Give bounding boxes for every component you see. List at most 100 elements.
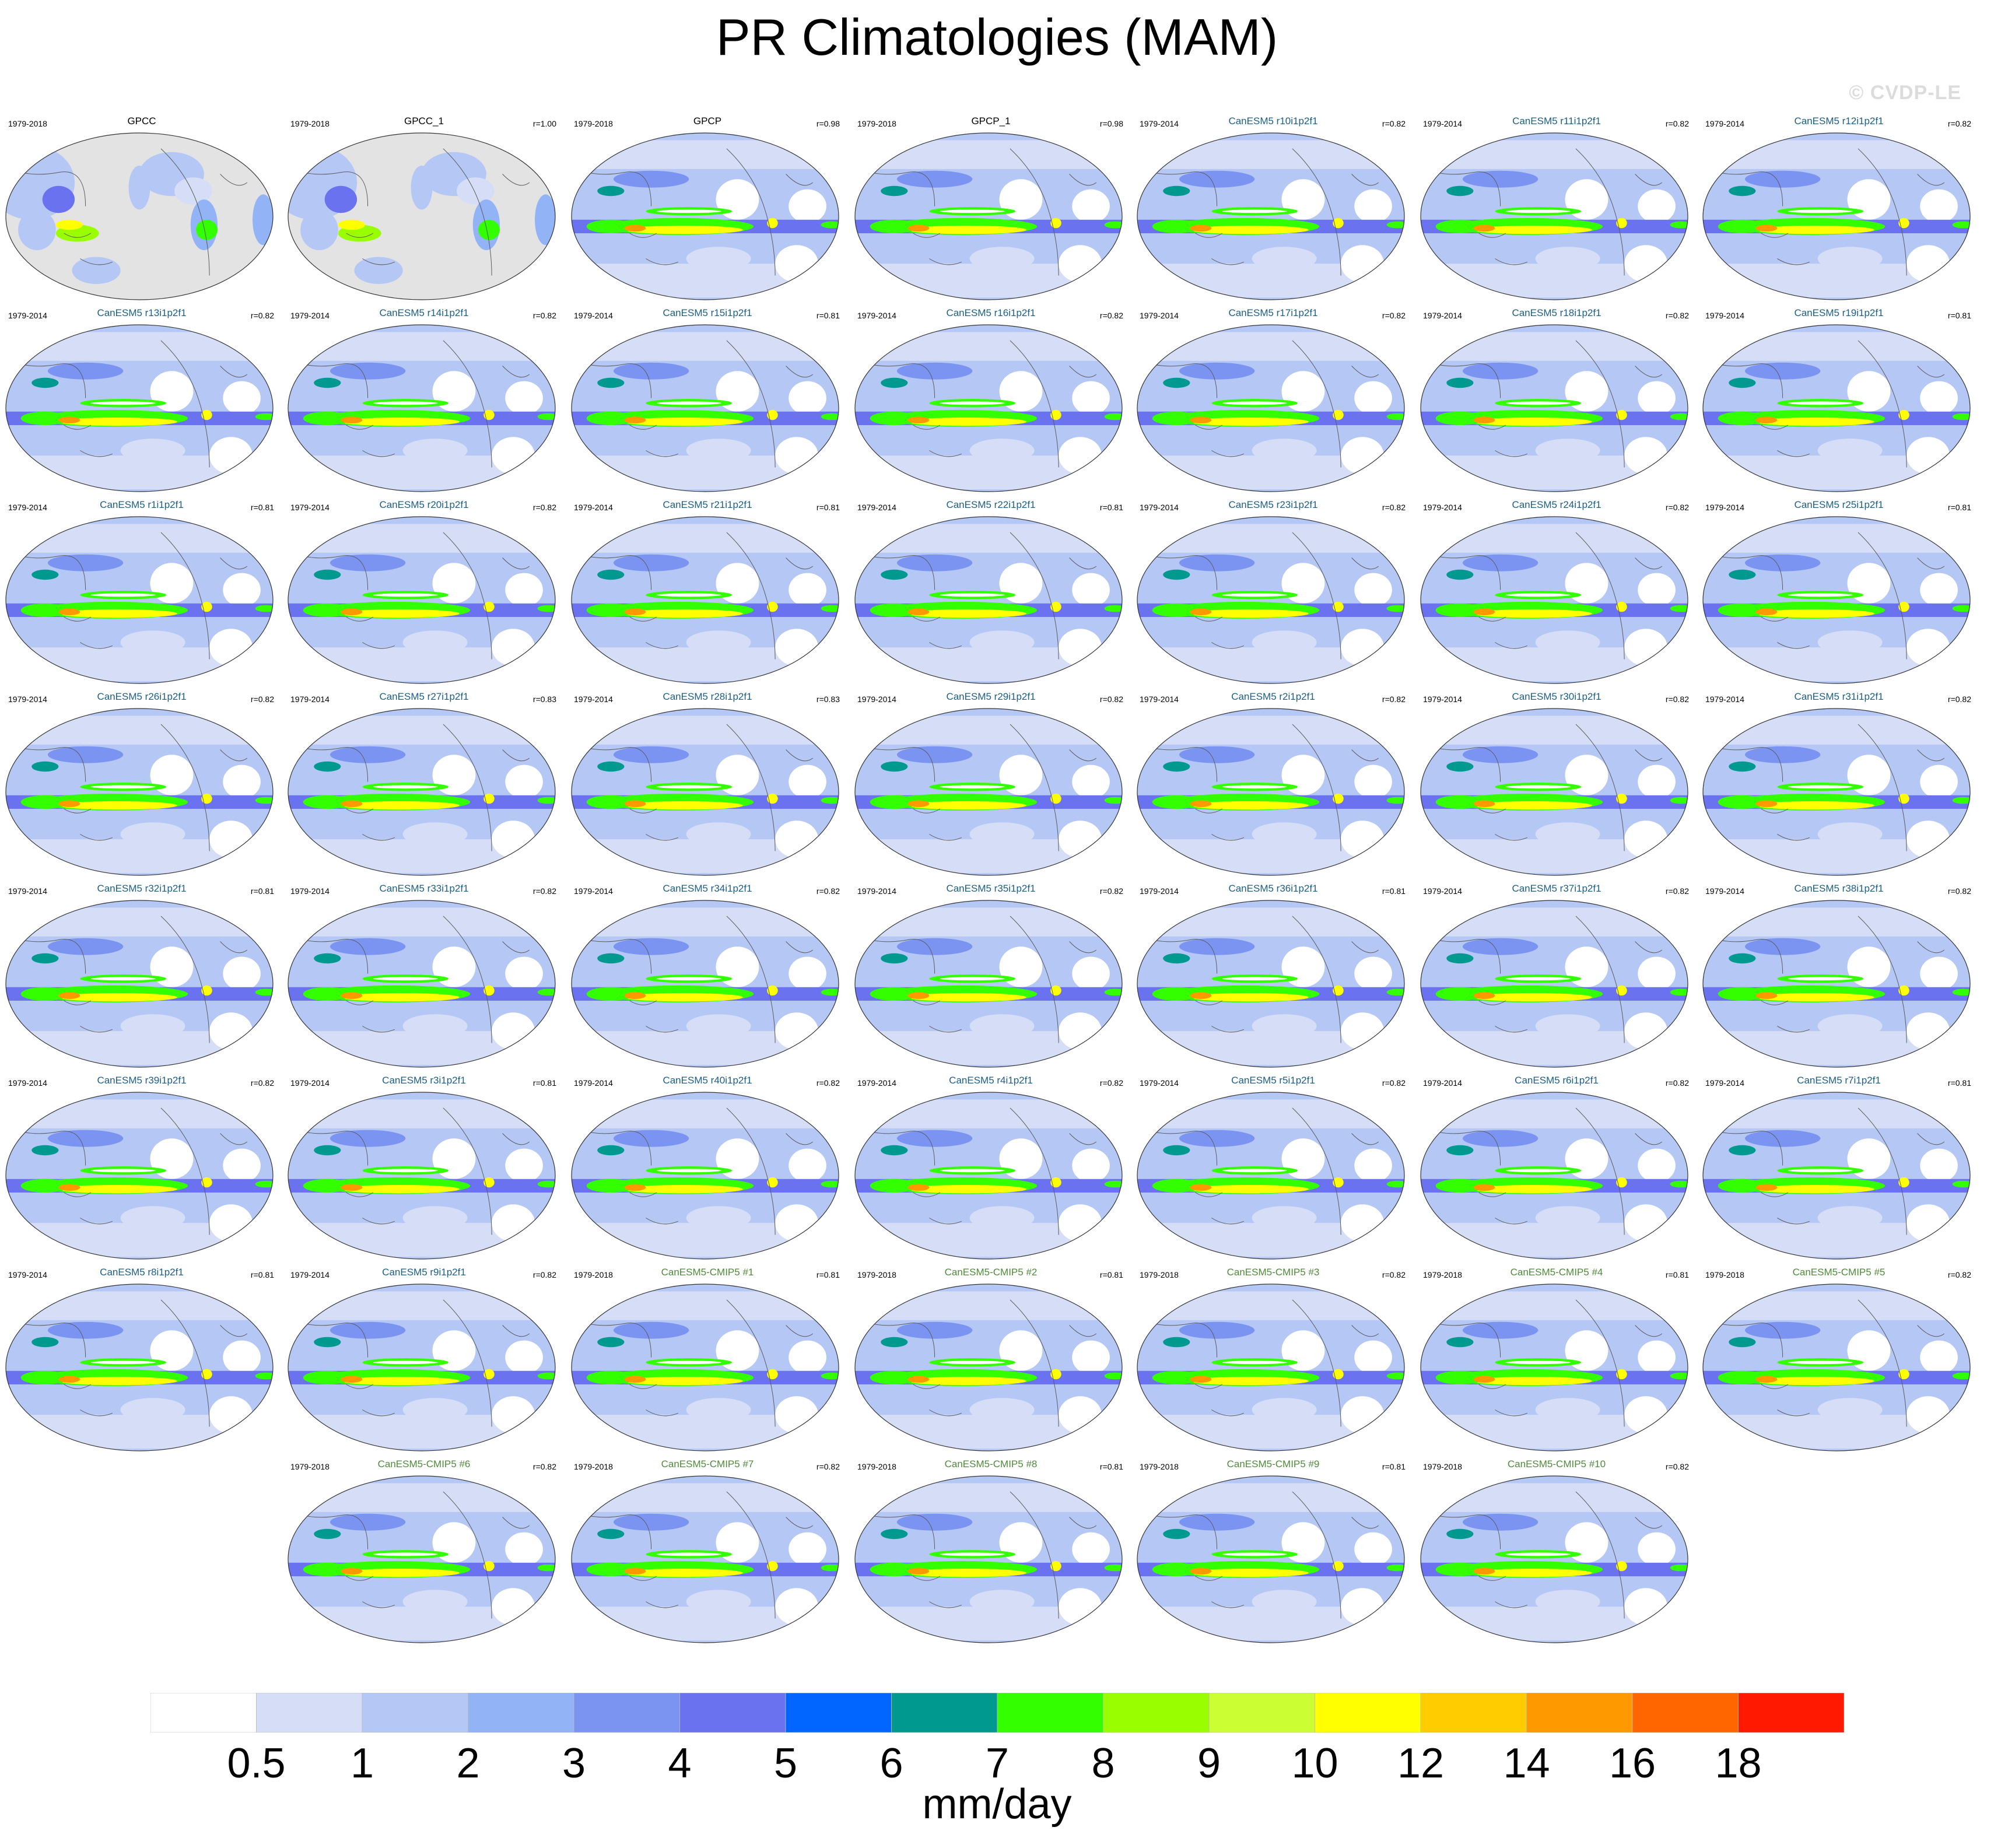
panel-period: 1979-2014 bbox=[574, 886, 613, 896]
colorbar-swatch bbox=[362, 1693, 468, 1733]
panel-pattern-correlation: r=0.82 bbox=[1382, 311, 1406, 320]
map-plot bbox=[1702, 900, 1971, 1068]
panel-title: CanESM5 r20i1p2f1 bbox=[379, 499, 469, 510]
panel-period: 1979-2014 bbox=[290, 886, 330, 896]
map-panel: 1979-2018 CanESM5-CMIP5 #9 r=0.81 bbox=[1136, 1458, 1410, 1654]
panel-pattern-correlation: r=0.82 bbox=[250, 1078, 274, 1088]
panel-pattern-correlation: r=0.98 bbox=[816, 119, 840, 128]
map-plot bbox=[1137, 1284, 1405, 1451]
map-panel: 1979-2014 CanESM5 r25i1p2f1 r=0.81 bbox=[1702, 499, 1976, 695]
panel-pattern-correlation: r=1.00 bbox=[532, 119, 556, 128]
precip-field bbox=[855, 325, 1122, 492]
panel-period: 1979-2018 bbox=[857, 1462, 896, 1471]
panel-period: 1979-2014 bbox=[8, 695, 47, 704]
panel-pattern-correlation: r=0.82 bbox=[1382, 1270, 1406, 1279]
map-plot bbox=[1420, 324, 1688, 492]
map-plot bbox=[854, 1475, 1123, 1643]
precip-field bbox=[855, 709, 1122, 875]
page-title: PR Climatologies (MAM) bbox=[716, 8, 1278, 66]
panel-pattern-correlation: r=0.82 bbox=[816, 886, 840, 896]
map-plot bbox=[1702, 708, 1971, 876]
precip-field bbox=[572, 709, 839, 875]
map-panel: 1979-2014 CanESM5 r15i1p2f1 r=0.81 bbox=[570, 307, 844, 503]
map-panel: 1979-2018 CanESM5-CMIP5 #5 r=0.82 bbox=[1702, 1267, 1976, 1463]
panel-pattern-correlation: r=0.82 bbox=[1099, 886, 1123, 896]
panel-title: CanESM5 r4i1p2f1 bbox=[949, 1075, 1033, 1086]
panel-title: CanESM5-CMIP5 #2 bbox=[944, 1267, 1038, 1278]
colorbar-tick-label: 14 bbox=[1503, 1740, 1550, 1787]
panel-title: CanESM5-CMIP5 #1 bbox=[661, 1267, 754, 1278]
panel-title: CanESM5 r30i1p2f1 bbox=[1512, 691, 1601, 702]
colorbar-tick-label: 10 bbox=[1291, 1740, 1338, 1787]
panel-period: 1979-2014 bbox=[574, 695, 613, 704]
panel-period: 1979-2014 bbox=[857, 1078, 896, 1088]
panel-period: 1979-2018 bbox=[1423, 1270, 1462, 1279]
panel-title: CanESM5 r5i1p2f1 bbox=[1231, 1075, 1315, 1086]
map-panel: 1979-2014 CanESM5 r4i1p2f1 r=0.82 bbox=[854, 1075, 1128, 1271]
map-panel: 1979-2014 CanESM5 r12i1p2f1 r=0.82 bbox=[1702, 115, 1976, 311]
map-plot bbox=[288, 1284, 556, 1451]
map-panel: 1979-2018 CanESM5-CMIP5 #7 r=0.82 bbox=[570, 1458, 844, 1654]
panel-pattern-correlation: r=0.81 bbox=[1099, 503, 1123, 512]
map-panel: 1979-2014 CanESM5 r14i1p2f1 r=0.82 bbox=[287, 307, 561, 503]
panel-pattern-correlation: r=0.82 bbox=[816, 1462, 840, 1471]
map-panel: 1979-2018 GPCC_1 r=1.00 bbox=[287, 115, 561, 311]
panel-pattern-correlation: r=0.81 bbox=[1382, 886, 1406, 896]
panel-pattern-correlation: r=0.82 bbox=[1665, 886, 1689, 896]
panel-period: 1979-2014 bbox=[1140, 503, 1179, 512]
panel-title: CanESM5-CMIP5 #9 bbox=[1226, 1458, 1320, 1470]
precip-field bbox=[6, 325, 273, 492]
panel-title: CanESM5 r2i1p2f1 bbox=[1231, 691, 1315, 702]
colorbar-swatch bbox=[1315, 1693, 1421, 1733]
panel-period: 1979-2018 bbox=[1705, 1270, 1744, 1279]
panel-title: GPCC_1 bbox=[404, 115, 444, 127]
panel-pattern-correlation: r=0.82 bbox=[532, 1462, 556, 1471]
colorbar-swatch bbox=[256, 1693, 363, 1733]
colorbar-swatch bbox=[997, 1693, 1103, 1733]
panel-pattern-correlation: r=0.81 bbox=[250, 503, 274, 512]
map-panel: 1979-2018 GPCC bbox=[5, 115, 279, 311]
panel-pattern-correlation: r=0.82 bbox=[1665, 311, 1689, 320]
map-panel: 1979-2014 CanESM5 r40i1p2f1 r=0.82 bbox=[570, 1075, 844, 1271]
precip-field bbox=[1137, 1092, 1404, 1259]
map-plot bbox=[571, 132, 839, 300]
panel-title: CanESM5 r32i1p2f1 bbox=[97, 883, 187, 894]
panel-period: 1979-2014 bbox=[574, 311, 613, 320]
panel-pattern-correlation: r=0.81 bbox=[816, 503, 840, 512]
panel-period: 1979-2014 bbox=[857, 886, 896, 896]
precip-field bbox=[1703, 1284, 1970, 1451]
panel-period: 1979-2014 bbox=[290, 1270, 330, 1279]
map-panel: 1979-2018 CanESM5-CMIP5 #2 r=0.81 bbox=[854, 1267, 1128, 1463]
panel-title: CanESM5 r13i1p2f1 bbox=[97, 307, 187, 318]
precip-field bbox=[572, 325, 839, 492]
precip-field bbox=[1421, 517, 1688, 683]
map-plot bbox=[1137, 132, 1405, 300]
panel-title: GPCP_1 bbox=[971, 115, 1011, 127]
map-plot bbox=[854, 1092, 1123, 1260]
panel-pattern-correlation: r=0.81 bbox=[1099, 1270, 1123, 1279]
panel-title: CanESM5 r34i1p2f1 bbox=[663, 883, 752, 894]
map-plot bbox=[288, 900, 556, 1068]
panel-title: CanESM5 r25i1p2f1 bbox=[1794, 499, 1884, 510]
colorbar-tick-label: 5 bbox=[773, 1740, 798, 1787]
panel-title: CanESM5 r10i1p2f1 bbox=[1228, 115, 1318, 127]
map-plot bbox=[288, 1092, 556, 1260]
panel-pattern-correlation: r=0.81 bbox=[1947, 503, 1971, 512]
map-plot bbox=[1420, 516, 1688, 684]
panel-pattern-correlation: r=0.81 bbox=[250, 1270, 274, 1279]
precip-field bbox=[1703, 133, 1970, 300]
panel-title: CanESM5-CMIP5 #8 bbox=[944, 1458, 1038, 1470]
precip-field bbox=[1421, 709, 1688, 875]
panel-title: CanESM5 r35i1p2f1 bbox=[946, 883, 1036, 894]
panel-period: 1979-2014 bbox=[1705, 119, 1744, 128]
precip-field bbox=[288, 325, 555, 492]
panel-title: CanESM5-CMIP5 #6 bbox=[377, 1458, 471, 1470]
precip-field bbox=[1137, 1476, 1404, 1643]
panel-period: 1979-2014 bbox=[857, 311, 896, 320]
map-panel: 1979-2018 CanESM5-CMIP5 #8 r=0.81 bbox=[854, 1458, 1128, 1654]
panel-title: CanESM5 r1i1p2f1 bbox=[100, 499, 184, 510]
precip-field bbox=[572, 1092, 839, 1259]
map-panel: 1979-2014 CanESM5 r17i1p2f1 r=0.82 bbox=[1136, 307, 1410, 503]
precip-field bbox=[6, 1092, 273, 1259]
panel-title: CanESM5 r19i1p2f1 bbox=[1794, 307, 1884, 318]
